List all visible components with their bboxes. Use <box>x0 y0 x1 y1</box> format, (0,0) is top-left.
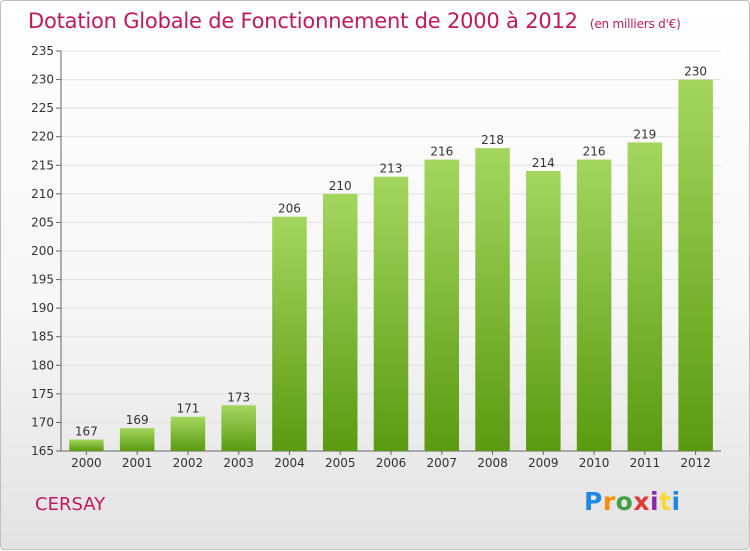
bar-value-label: 167 <box>75 425 98 439</box>
bar <box>322 193 358 451</box>
chart-unit: (en milliers d'€) <box>589 17 681 31</box>
bar-value-label: 171 <box>176 402 199 416</box>
y-tick-label: 205 <box>31 215 54 229</box>
bar-value-label: 206 <box>278 202 301 216</box>
bar-value-label: 210 <box>329 179 352 193</box>
y-tick-label: 230 <box>31 73 54 87</box>
y-tick-label: 235 <box>31 44 54 58</box>
x-tick-label: 2009 <box>528 456 559 470</box>
logo-letter: x <box>633 487 650 516</box>
x-tick-label: 2012 <box>680 456 711 470</box>
x-tick-label: 2002 <box>173 456 204 470</box>
bar <box>526 171 561 451</box>
commune-name: CERSAY <box>35 494 106 515</box>
x-tick-label: 2010 <box>579 456 610 470</box>
y-tick-label: 220 <box>31 130 54 144</box>
bar <box>678 79 713 452</box>
bar-value-label: 213 <box>380 162 403 176</box>
x-tick-label: 2004 <box>274 456 305 470</box>
logo-letter: i <box>650 487 660 516</box>
logo-letter: i <box>671 487 681 516</box>
x-tick-label: 2008 <box>477 456 508 470</box>
logo-letter: P <box>584 487 603 516</box>
bar-value-label: 173 <box>227 390 250 404</box>
y-tick-label: 180 <box>31 358 54 372</box>
bar <box>424 159 460 452</box>
x-tick-label: 2006 <box>376 456 407 470</box>
x-tick-label: 2003 <box>223 456 254 470</box>
x-tick-label: 2007 <box>426 456 457 470</box>
bar-value-label: 214 <box>532 156 555 170</box>
logo-letter: r <box>602 487 616 516</box>
logo-letter: o <box>615 487 634 516</box>
x-tick-label: 2005 <box>325 456 356 470</box>
y-tick-label: 210 <box>31 187 54 201</box>
y-tick-label: 200 <box>31 244 54 258</box>
bar <box>272 216 307 451</box>
bar <box>221 405 256 451</box>
x-tick-label: 2011 <box>630 456 661 470</box>
bar <box>170 416 206 451</box>
bar <box>119 428 155 451</box>
bar <box>373 176 409 451</box>
x-tick-label: 2001 <box>122 456 153 470</box>
bar <box>475 148 510 451</box>
bar-value-label: 169 <box>126 413 149 427</box>
proxiti-logo: Proxiti <box>584 487 681 516</box>
bar-value-label: 219 <box>633 127 656 141</box>
bar <box>627 142 663 451</box>
bar <box>576 159 612 452</box>
y-tick-label: 190 <box>31 301 54 315</box>
y-tick-label: 215 <box>31 158 54 172</box>
chart-title: Dotation Globale de Fonctionnement de 20… <box>28 9 681 33</box>
bar-value-label: 216 <box>430 145 453 159</box>
y-tick-label: 170 <box>31 415 54 429</box>
logo-letter: t <box>659 487 672 516</box>
y-tick-label: 165 <box>31 444 54 458</box>
bar-value-label: 216 <box>583 145 606 159</box>
y-tick-label: 225 <box>31 101 54 115</box>
y-tick-label: 175 <box>31 387 54 401</box>
y-tick-label: 195 <box>31 273 54 287</box>
bar-value-label: 230 <box>684 65 707 79</box>
bar-value-label: 218 <box>481 133 504 147</box>
chart-title-text: Dotation Globale de Fonctionnement de 20… <box>28 9 578 33</box>
x-tick-label: 2000 <box>71 456 102 470</box>
bar <box>69 439 104 451</box>
y-tick-label: 185 <box>31 330 54 344</box>
